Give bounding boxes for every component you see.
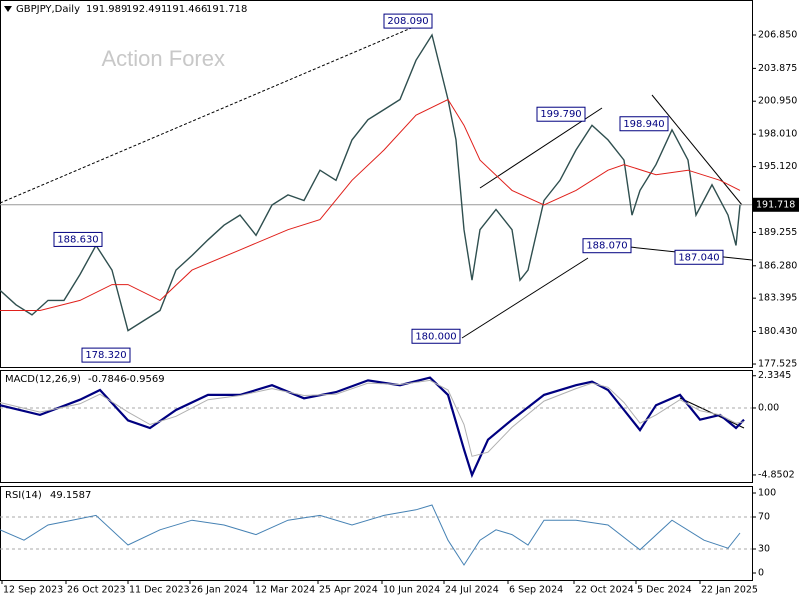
annotation-label: 198.940	[623, 119, 664, 130]
symbol-title: GBPJPY,Daily	[16, 4, 80, 15]
annotation-label: 187.040	[678, 252, 719, 263]
rsi-panel	[0, 486, 753, 581]
y-tick-label: 70	[758, 512, 770, 523]
y-tick-label: 30	[758, 544, 770, 555]
rsi-title: RSI(14)	[5, 490, 42, 501]
annotation-label: 188.630	[57, 234, 98, 245]
ohlc-close: 191.718	[206, 4, 247, 15]
price-panel	[0, 0, 753, 368]
trend-line	[651, 94, 743, 206]
y-tick-label: 206.850	[758, 30, 797, 41]
signal-readout: -0.9569	[126, 374, 165, 385]
price-box	[752, 197, 799, 212]
trend-line	[461, 257, 589, 339]
x-tick-label: 22 Jan 2025	[701, 585, 758, 596]
menu-arrow[interactable]	[4, 6, 12, 12]
y-tick-label: 200.950	[758, 96, 797, 107]
annotation-box	[53, 231, 103, 247]
annotation-box	[383, 13, 433, 29]
y-tick-label: 203.875	[758, 63, 797, 74]
annotation-label: 199.790	[540, 109, 581, 120]
x-tick-label: 5 Dec 2024	[637, 585, 692, 596]
annotation-label: 188.070	[586, 241, 627, 252]
rsi-readout: 49.1587	[50, 490, 91, 501]
x-tick-label: 12 Sep 2023	[3, 585, 63, 596]
y-tick-label: 2.3345	[758, 370, 791, 381]
y-tick-label: 198.010	[758, 129, 797, 140]
y-tick-label: 180.430	[758, 326, 797, 337]
series-line	[0, 33, 741, 332]
series-line	[0, 376, 745, 479]
x-tick-label: 12 Mar 2024	[255, 585, 315, 596]
y-tick-label: 195.120	[758, 161, 797, 172]
x-tick-label: 26 Jan 2024	[191, 585, 248, 596]
annotation-box	[411, 328, 461, 344]
annotation-label: 180.000	[415, 331, 456, 342]
macd-panel	[0, 370, 753, 483]
trend-lines	[0, 19, 753, 429]
x-tick-label: 11 Dec 2023	[129, 585, 190, 596]
annotation-box	[536, 106, 586, 122]
annotation-box	[81, 347, 131, 363]
x-tick-label: 24 Jul 2024	[445, 585, 499, 596]
ohlc-low: 191.466	[166, 4, 207, 15]
macd-readout: -0.7846	[88, 374, 127, 385]
series-line	[0, 504, 741, 566]
y-tick-label: 177.525	[758, 359, 797, 370]
x-tick-label: 25 Apr 2024	[319, 585, 378, 596]
annotation-box	[582, 238, 632, 254]
series-line	[0, 98, 741, 311]
watermark: Action Forex	[102, 46, 226, 71]
x-tick-label: 10 Jun 2024	[383, 585, 440, 596]
x-tick-label: 22 Oct 2024	[575, 585, 634, 596]
x-tick-label: 26 Oct 2023	[67, 585, 126, 596]
trend-line	[0, 19, 431, 204]
y-tick-label: 100	[758, 488, 776, 499]
annotation-label: 208.090	[387, 16, 428, 27]
ohlc-open: 191.989	[86, 4, 127, 15]
y-tick-label: 186.280	[758, 260, 797, 271]
macd-title: MACD(12,26,9)	[5, 374, 81, 385]
y-tick-label: 0.00	[758, 402, 779, 413]
series-line	[0, 379, 745, 457]
annotation-box	[619, 116, 669, 132]
y-tick-label: 189.255	[758, 227, 797, 238]
y-tick-label: -4.8502	[758, 469, 795, 480]
x-tick-label: 6 Sep 2024	[509, 585, 563, 596]
price-box-label: 191.718	[756, 199, 795, 210]
y-tick-label: 183.395	[758, 293, 797, 304]
y-tick-label: 0	[758, 568, 764, 579]
ohlc-high: 192.491	[126, 4, 167, 15]
annotation-label: 178.320	[85, 350, 126, 361]
annotation-box	[674, 249, 724, 265]
